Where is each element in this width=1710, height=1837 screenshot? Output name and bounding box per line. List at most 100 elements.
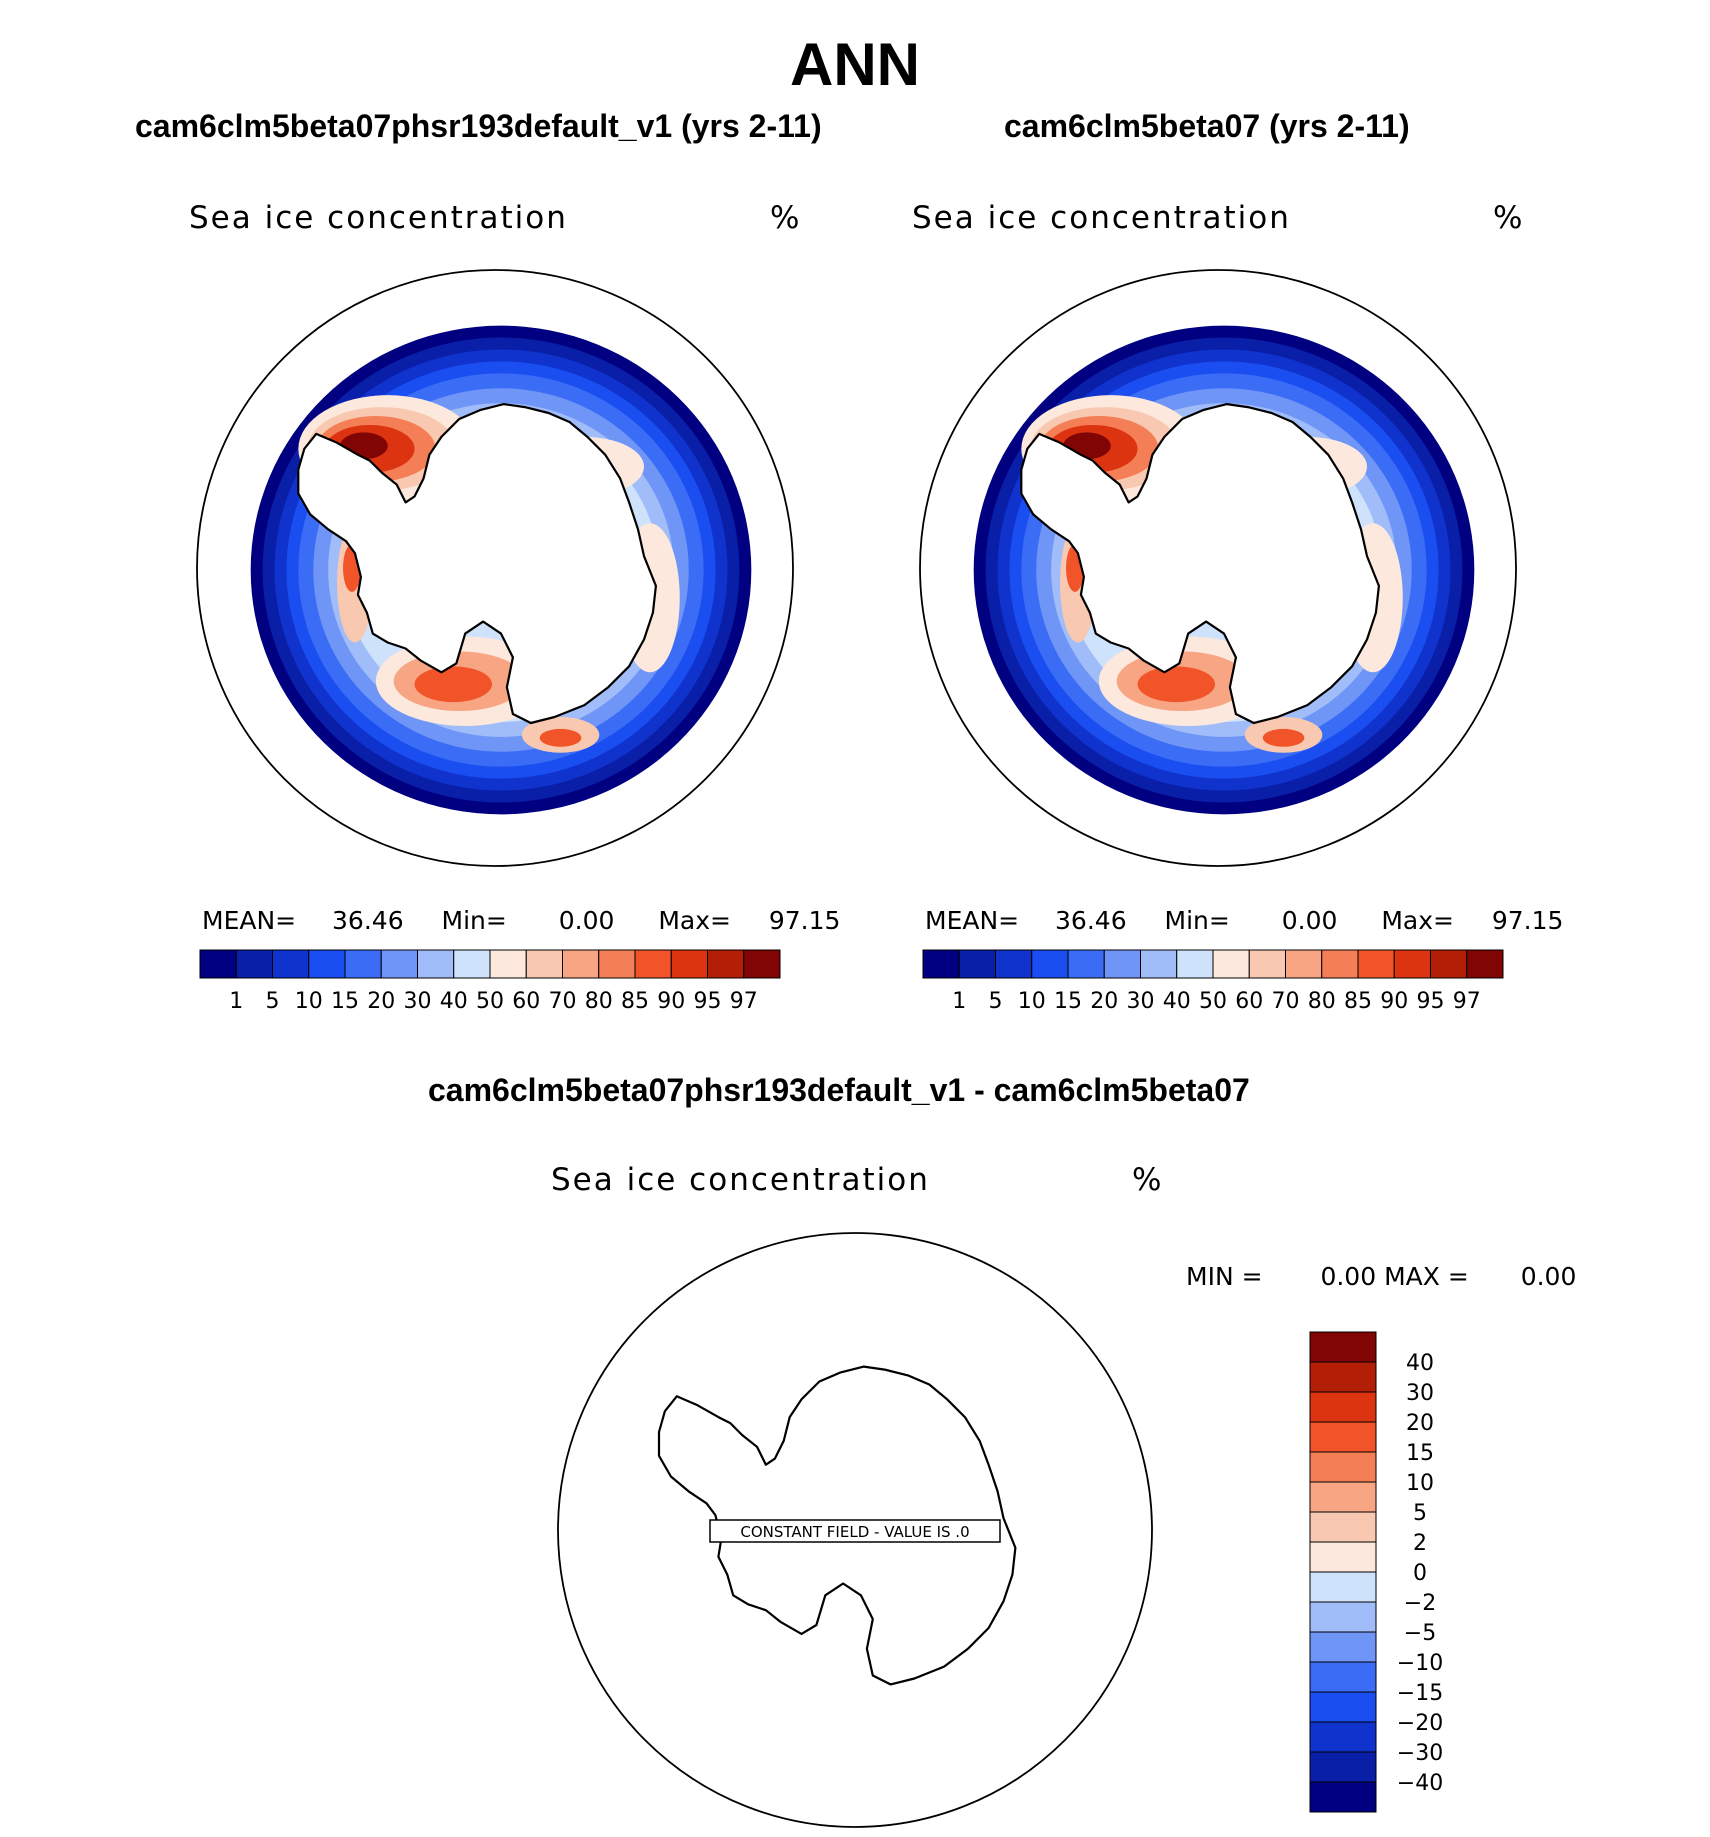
panel-1-colorbar-label-1: 5 [266,989,280,1014]
diff-colorbar-box-4 [1309,1451,1377,1483]
panel-1-colorbar-label-2: 10 [295,989,323,1014]
panel-1-colorbar-label-9: 70 [549,989,577,1014]
diff-colorbar-box-13 [1309,1721,1377,1753]
panel-2-colorbar-box-8 [1212,949,1250,979]
panel-2-colorbar-label-14: 97 [1453,989,1481,1014]
diff-colorbar-box-10 [1309,1631,1377,1663]
panel-2-colorbar-box-4 [1067,949,1105,979]
panel-2-units-label: % [1493,200,1525,236]
panel-1-colorbar-box-11 [598,949,636,979]
panel-2-variable-label: Sea ice concentration [912,200,1291,236]
panel-1-min-value: 0.00 [558,906,615,935]
panel-1-warm-7 [414,666,493,703]
diff-min-label: MIN = [1186,1262,1263,1291]
diff-colorbar-box-11 [1309,1661,1377,1693]
panel-1-colorbar: 1 5 10 15 20 30 40 50 60 70 80 85 90 95 97 [199,949,781,1014]
panel-1-colorbar-box-15 [743,949,781,979]
diff-max-value: 0.00 [1520,1262,1577,1291]
panel-1-colorbar-box-5 [380,949,418,979]
diff-colorbar-box-1 [1309,1361,1377,1393]
diff-map: CONSTANT FIELD - VALUE IS .0 [557,1232,1153,1828]
panel-1-colorbar-box-8 [489,949,527,979]
diff-colorbar-label-7: 0 [1413,1561,1427,1586]
panel-2-stats: MEAN= 36.46 Min= 0.00 Max= 97.15 [925,906,1563,935]
panel-2-colorbar-label-6: 40 [1163,989,1191,1014]
diff-colorbar-box-0 [1309,1331,1377,1363]
diff-colorbar-box-3 [1309,1421,1377,1453]
panel-2-colorbar-box-12 [1357,949,1395,979]
diff-colorbar-label-10: −10 [1397,1651,1443,1676]
panel-2-colorbar-label-10: 80 [1308,989,1336,1014]
diff-colorbar-box-9 [1309,1601,1377,1633]
panel-1-colorbar-box-4 [344,949,382,979]
panel-2-colorbar-box-6 [1140,949,1178,979]
diff-colorbar-label-9: −5 [1404,1621,1436,1646]
panel-2-colorbar-label-4: 20 [1090,989,1118,1014]
panel-2-colorbar-label-1: 5 [989,989,1003,1014]
panel-2-colorbar-box-11 [1321,949,1359,979]
panel-1-variable-label: Sea ice concentration [189,200,568,236]
panel-1-colorbar-box-7 [453,949,491,979]
panel-2-map [919,269,1517,867]
diff-colorbar-label-6: 2 [1413,1531,1427,1556]
diff-min-value: 0.00 [1320,1262,1377,1291]
figure-title: ANN [790,31,920,98]
panel-1-mean-label: MEAN= [202,906,297,935]
panel-1-max-value: 97.15 [768,906,841,935]
panel-2-colorbar-box-1 [958,949,996,979]
panel-2-colorbar-label-12: 90 [1380,989,1408,1014]
panel-2-mean-value: 36.46 [1055,906,1127,935]
diff-antarctica-coastline [657,1365,1017,1686]
diff-colorbar-label-5: 5 [1413,1501,1427,1526]
panel-2-colorbar-box-10 [1285,949,1323,979]
panel-2-colorbar-box-14 [1430,949,1468,979]
panel-1-colorbar-box-1 [235,949,273,979]
panel-2-colorbar-box-2 [995,949,1033,979]
panel-1-colorbar-box-13 [670,949,708,979]
panel-1-colorbar-box-2 [272,949,310,979]
diff-stats: MIN = 0.00 MAX = 0.00 [1186,1262,1576,1291]
diff-colorbar-box-15 [1309,1781,1377,1813]
panel-2-colorbar-label-8: 60 [1235,989,1263,1014]
panel-2-antarctica-coastline [1020,403,1380,725]
panel-2-colorbar-label-13: 95 [1417,989,1445,1014]
panel-1-colorbar-box-10 [562,949,600,979]
panel-1-colorbar-box-6 [417,949,455,979]
panel-1-map [196,269,794,867]
diff-colorbar-label-1: 30 [1406,1381,1434,1406]
panel-1-colorbar-label-10: 80 [585,989,613,1014]
panel-1-colorbar-label-4: 20 [367,989,395,1014]
diff-colorbar-label-14: −40 [1397,1771,1443,1796]
panel-1-colorbar-label-0: 1 [229,989,243,1014]
diff-colorbar-box-7 [1309,1541,1377,1573]
panel-1-colorbar-label-11: 85 [621,989,649,1014]
panel-1-colorbar-box-9 [525,949,563,979]
panel-2-warm-7 [1137,666,1216,703]
panel-1-colorbar-box-14 [707,949,745,979]
panel-1-colorbar-label-8: 60 [512,989,540,1014]
panel-1-colorbar-label-13: 95 [694,989,722,1014]
panel-2-min-label: Min= [1164,906,1230,935]
panel-1-mean-value: 36.46 [332,906,404,935]
panel-2-colorbar-label-11: 85 [1344,989,1372,1014]
diff-colorbar-box-6 [1309,1511,1377,1543]
panel-1-colorbar-label-3: 15 [331,989,359,1014]
panel-1-map-boundary [196,269,794,867]
panel-2-colorbar-box-15 [1466,949,1504,979]
panel-2-warm-9 [1262,728,1305,747]
panel-2-colorbar-label-9: 70 [1272,989,1300,1014]
panel-1-antarctica-coastline [297,403,657,725]
panel-1-colorbar-label-6: 40 [440,989,468,1014]
panel-2-max-label: Max= [1381,906,1454,935]
diff-units-label: % [1132,1162,1164,1198]
panel-1-max-label: Max= [658,906,731,935]
panel-2-colorbar-box-5 [1103,949,1141,979]
diff-colorbar-label-3: 15 [1406,1441,1434,1466]
panel-2-colorbar-box-0 [922,949,960,979]
panel-2-colorbar-label-7: 50 [1199,989,1227,1014]
panel-1-colorbar-label-5: 30 [404,989,432,1014]
diff-colorbar-box-12 [1309,1691,1377,1723]
panel-2-colorbar-box-7 [1176,949,1214,979]
diff-max-label: MAX = [1384,1262,1469,1291]
panel-2-colorbar-box-3 [1031,949,1069,979]
